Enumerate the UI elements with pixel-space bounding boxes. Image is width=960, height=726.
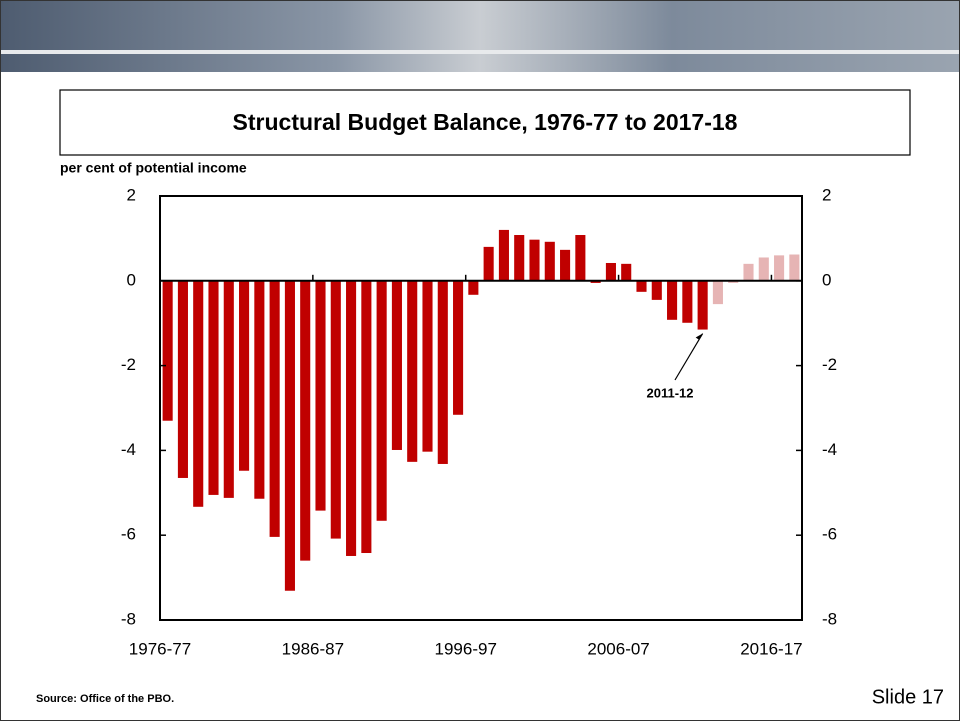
slide-number: Slide 17 (872, 686, 944, 708)
y-tick-label: -8 (121, 609, 136, 628)
bar (667, 280, 678, 320)
bar (453, 280, 464, 415)
bar (391, 280, 402, 450)
y2-tick-label: -8 (822, 609, 837, 628)
y2-tick-label: -2 (822, 355, 837, 374)
bar (605, 262, 616, 281)
y2-tick-label: -4 (822, 440, 837, 459)
x-tick-label: 2006-07 (587, 639, 649, 658)
bar (498, 229, 509, 281)
bar (712, 280, 723, 305)
title-box (59, 89, 911, 156)
header-banner (0, 0, 960, 72)
plot-frame (159, 195, 803, 621)
bar (560, 249, 571, 281)
bar (223, 280, 234, 498)
bar (300, 280, 311, 561)
bar (697, 280, 708, 330)
bar (284, 280, 295, 591)
annotation-arrowhead (695, 333, 703, 340)
bar (208, 280, 219, 495)
bar (789, 254, 800, 281)
x-tick-label: 1986-87 (282, 639, 344, 658)
bar (346, 280, 357, 556)
bar (407, 280, 418, 462)
header-stripe (0, 50, 960, 54)
bar (636, 280, 647, 292)
annotation-label: 2011-12 (647, 385, 694, 400)
bar (361, 280, 372, 554)
y2-tick-label: -6 (822, 525, 837, 544)
bar (193, 280, 204, 507)
y-tick-label: 0 (127, 270, 136, 289)
x-tick-label: 1996-97 (435, 639, 497, 658)
x-tick-label: 2016-17 (740, 639, 802, 658)
annotation-arrow (674, 333, 704, 381)
y-tick-label: 2 (127, 185, 136, 204)
bar (315, 280, 326, 511)
y-axis-label: per cent of potential income (60, 160, 247, 176)
bar (239, 280, 250, 471)
chart-title: Structural Budget Balance, 1976-77 to 20… (233, 109, 738, 135)
source-note: Source: Office of the PBO. (36, 693, 174, 705)
bar (774, 255, 785, 281)
bar (254, 280, 265, 499)
bar (177, 280, 188, 478)
bar (422, 280, 433, 452)
bar (575, 235, 586, 281)
plot: -8 -6 -4 -2 0 2 -8 -6 -4 -2 0 2 1976-77 1986-87 1996-9… (121, 185, 837, 658)
bar (162, 280, 173, 421)
bar (468, 280, 479, 295)
bar (758, 257, 769, 281)
bar (544, 241, 555, 281)
bar (743, 263, 754, 281)
y2-tick-label: 2 (822, 185, 831, 204)
bar (514, 235, 525, 281)
bar (529, 239, 540, 281)
y2-tick-label: 0 (822, 270, 831, 289)
y-tick-label: -2 (121, 355, 136, 374)
y-tick-label: -6 (121, 525, 136, 544)
bar (621, 263, 632, 281)
bar (376, 280, 387, 521)
bar (483, 246, 494, 281)
x-tick-label: 1976-77 (129, 639, 191, 658)
y-tick-label: -4 (121, 440, 136, 459)
bar (651, 280, 662, 300)
bar (330, 280, 341, 539)
bar (437, 280, 448, 464)
bar (269, 280, 280, 537)
bar (590, 280, 601, 283)
bar (682, 280, 693, 323)
bar (728, 280, 739, 283)
